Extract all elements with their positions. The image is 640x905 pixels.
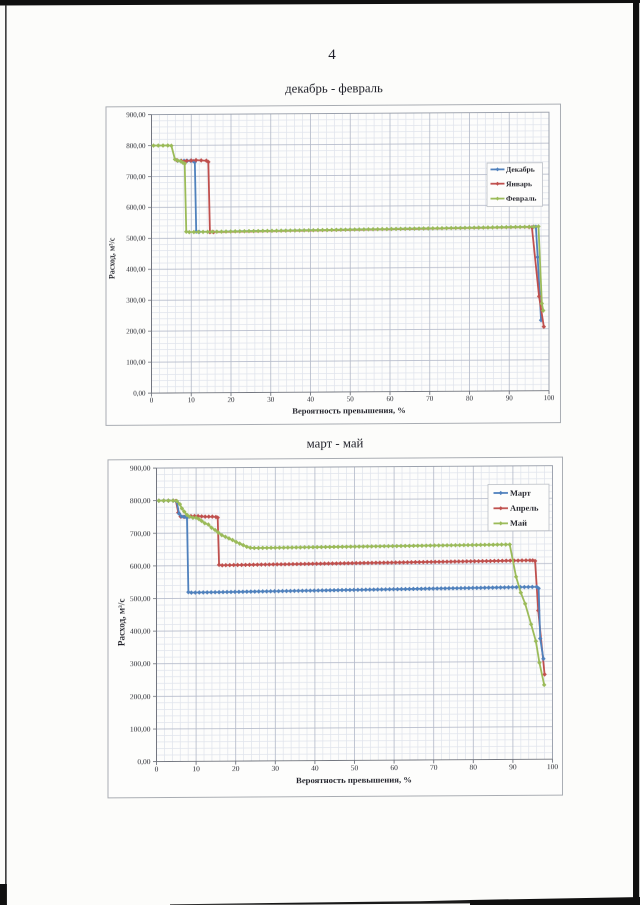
- svg-text:500,00: 500,00: [130, 594, 151, 603]
- svg-text:500,00: 500,00: [126, 235, 146, 243]
- svg-text:Февраль: Февраль: [506, 194, 536, 203]
- svg-text:0: 0: [150, 397, 154, 405]
- svg-text:20: 20: [232, 764, 240, 773]
- svg-text:Май: Май: [510, 519, 527, 528]
- svg-text:40: 40: [307, 396, 314, 404]
- svg-text:400,00: 400,00: [130, 627, 151, 636]
- svg-text:90: 90: [506, 394, 513, 402]
- svg-text:100: 100: [547, 762, 558, 771]
- svg-text:300,00: 300,00: [130, 659, 151, 668]
- svg-text:Март: Март: [510, 489, 532, 498]
- svg-text:200,00: 200,00: [130, 692, 151, 701]
- svg-text:900,00: 900,00: [126, 111, 146, 119]
- svg-text:30: 30: [272, 764, 280, 773]
- svg-text:30: 30: [267, 396, 274, 404]
- svg-text:20: 20: [228, 396, 235, 404]
- svg-text:800,00: 800,00: [126, 142, 146, 150]
- svg-text:100,00: 100,00: [130, 725, 151, 734]
- svg-text:50: 50: [351, 763, 359, 772]
- svg-text:100: 100: [544, 394, 555, 402]
- svg-text:Вероятность превышения, %: Вероятность превышения, %: [296, 775, 412, 786]
- svg-text:80: 80: [470, 763, 478, 772]
- svg-text:0: 0: [155, 765, 159, 774]
- svg-text:70: 70: [430, 763, 438, 772]
- svg-text:600,00: 600,00: [130, 561, 151, 570]
- svg-text:70: 70: [426, 395, 433, 403]
- svg-text:400,00: 400,00: [126, 266, 146, 274]
- svg-text:200,00: 200,00: [126, 328, 146, 336]
- svg-text:0,00: 0,00: [137, 757, 150, 766]
- svg-text:Расход, м³/с: Расход, м³/с: [107, 237, 116, 279]
- svg-text:50: 50: [347, 395, 354, 403]
- svg-text:4: 4: [328, 47, 336, 63]
- svg-text:60: 60: [390, 763, 398, 772]
- svg-text:10: 10: [192, 764, 200, 773]
- svg-text:80: 80: [466, 395, 473, 403]
- svg-text:0,00: 0,00: [133, 390, 146, 398]
- svg-text:март - май: март - май: [307, 436, 364, 450]
- svg-text:300,00: 300,00: [126, 297, 146, 305]
- svg-text:40: 40: [311, 764, 319, 773]
- svg-text:Расход, м³/с: Расход, м³/с: [117, 598, 127, 646]
- svg-text:Декабрь: Декабрь: [506, 165, 535, 174]
- svg-text:700,00: 700,00: [126, 173, 146, 181]
- svg-text:900,00: 900,00: [130, 464, 151, 473]
- svg-text:800,00: 800,00: [130, 496, 151, 505]
- svg-text:Вероятность превышения, %: Вероятность превышения, %: [292, 405, 405, 416]
- svg-text:декабрь - февраль: декабрь - февраль: [285, 81, 383, 96]
- svg-text:100,00: 100,00: [126, 359, 146, 367]
- svg-text:90: 90: [509, 762, 517, 771]
- svg-text:Январь: Январь: [506, 179, 532, 188]
- svg-text:600,00: 600,00: [126, 204, 146, 212]
- svg-text:Апрель: Апрель: [510, 504, 539, 513]
- svg-text:60: 60: [387, 395, 394, 403]
- svg-text:10: 10: [188, 396, 195, 404]
- svg-text:700,00: 700,00: [130, 529, 151, 538]
